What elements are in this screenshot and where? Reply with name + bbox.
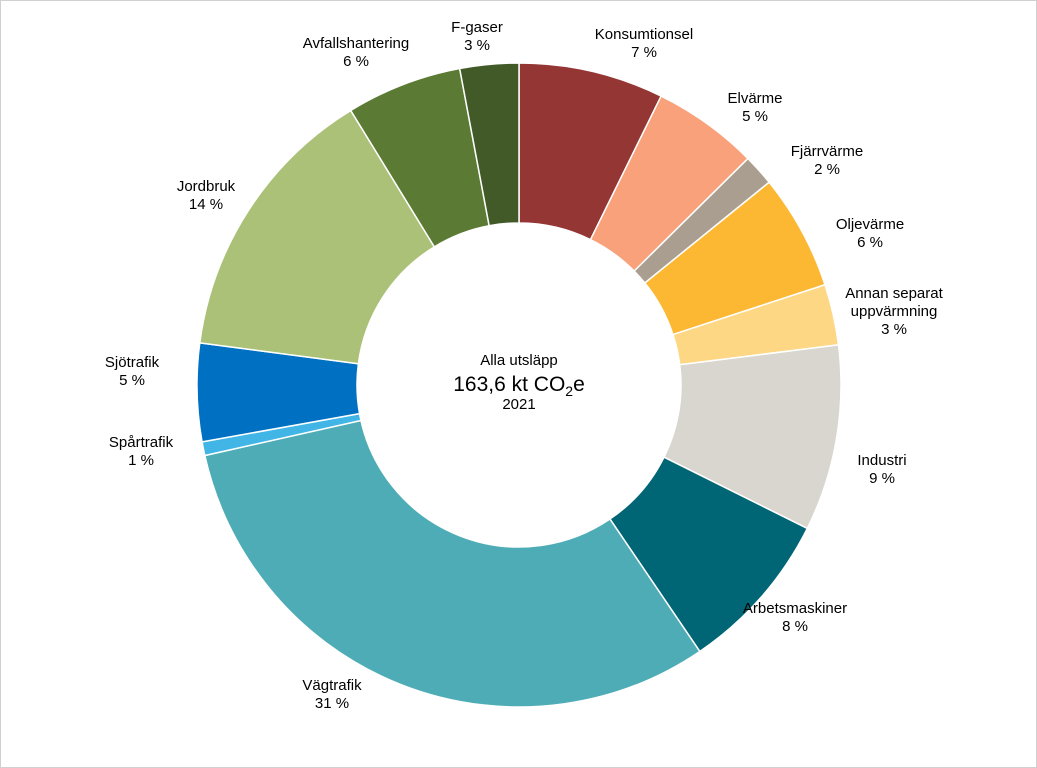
slice-name: Arbetsmaskiner bbox=[743, 600, 847, 617]
slice-f-gaser bbox=[458, 62, 520, 227]
slice-name: Elvärme bbox=[727, 90, 782, 107]
slice-percent: 1 % bbox=[128, 452, 154, 469]
slice-label-f-gaser: F-gaser 3 % bbox=[451, 19, 503, 54]
slice-name: Vägtrafik bbox=[302, 677, 362, 694]
center-total: 163,6 kt CO2e bbox=[453, 373, 585, 399]
slice-label-avfallshantering: Avfallshantering 6 % bbox=[303, 35, 409, 70]
slice-name: F-gaser bbox=[451, 19, 503, 36]
slice-label-spårtrafik: Spårtrafik 1 % bbox=[109, 434, 174, 469]
slice-label-elvärme: Elvärme 5 % bbox=[727, 90, 782, 125]
slice-name: Konsumtionsel bbox=[595, 26, 693, 43]
slice-name: Industri bbox=[857, 452, 906, 469]
slice-label-annan-separat-uppvärmning: Annan separat uppvärmning 3 % bbox=[845, 285, 943, 338]
slices-group bbox=[196, 62, 842, 708]
slice-name: Oljevärme bbox=[836, 216, 904, 233]
slice-label-konsumtionsel: Konsumtionsel 7 % bbox=[595, 26, 693, 61]
center-total-unit-suffix: e bbox=[573, 373, 585, 396]
slice-name: Annan separat bbox=[845, 285, 943, 302]
center-total-value: 163,6 bbox=[453, 373, 506, 396]
slice-label-sjötrafik: Sjötrafik 5 % bbox=[105, 354, 160, 389]
slice-percent: 5 % bbox=[742, 108, 768, 125]
slice-percent: 2 % bbox=[814, 161, 840, 178]
slice-percent: 5 % bbox=[119, 372, 145, 389]
slice-percent: 9 % bbox=[869, 470, 895, 487]
slice-percent: 3 % bbox=[881, 321, 907, 338]
center-heading: Alla utsläpp bbox=[480, 352, 558, 369]
slice-percent: 14 % bbox=[189, 196, 223, 213]
labels-group: Konsumtionsel 7 %Elvärme 5 %Fjärrvärme 2 %O… bbox=[105, 19, 944, 712]
slice-label-vägtrafik: Vägtrafik 31 % bbox=[302, 677, 362, 712]
center-label: Alla utsläpp 163,6 kt CO2e 2021 bbox=[453, 352, 585, 413]
slice-percent: 6 % bbox=[857, 234, 883, 251]
slice-label-arbetsmaskiner: Arbetsmaskiner 8 % bbox=[743, 600, 847, 635]
slice-label-fjärrvärme: Fjärrvärme 2 % bbox=[791, 143, 864, 178]
slice-name: uppvärmning bbox=[851, 303, 938, 320]
slice-name: Spårtrafik bbox=[109, 434, 174, 451]
slice-name: Fjärrvärme bbox=[791, 143, 864, 160]
center-year: 2021 bbox=[502, 396, 535, 413]
slice-label-industri: Industri 9 % bbox=[857, 452, 906, 487]
center-total-unit-subscript: 2 bbox=[565, 383, 573, 399]
slice-percent: 8 % bbox=[782, 618, 808, 635]
slice-name: Sjötrafik bbox=[105, 354, 160, 371]
slice-label-jordbruk: Jordbruk 14 % bbox=[177, 178, 236, 213]
slice-name: Avfallshantering bbox=[303, 35, 409, 52]
slice-percent: 31 % bbox=[315, 695, 349, 712]
slice-jordbruk bbox=[198, 109, 436, 365]
slice-name: Jordbruk bbox=[177, 178, 236, 195]
center-total-unit: kt CO bbox=[512, 373, 566, 396]
slice-percent: 6 % bbox=[343, 53, 369, 70]
slice-percent: 3 % bbox=[464, 37, 490, 54]
slice-percent: 7 % bbox=[631, 44, 657, 61]
slice-label-oljevärme: Oljevärme 6 % bbox=[836, 216, 904, 251]
slice-vägtrafik bbox=[203, 419, 701, 708]
